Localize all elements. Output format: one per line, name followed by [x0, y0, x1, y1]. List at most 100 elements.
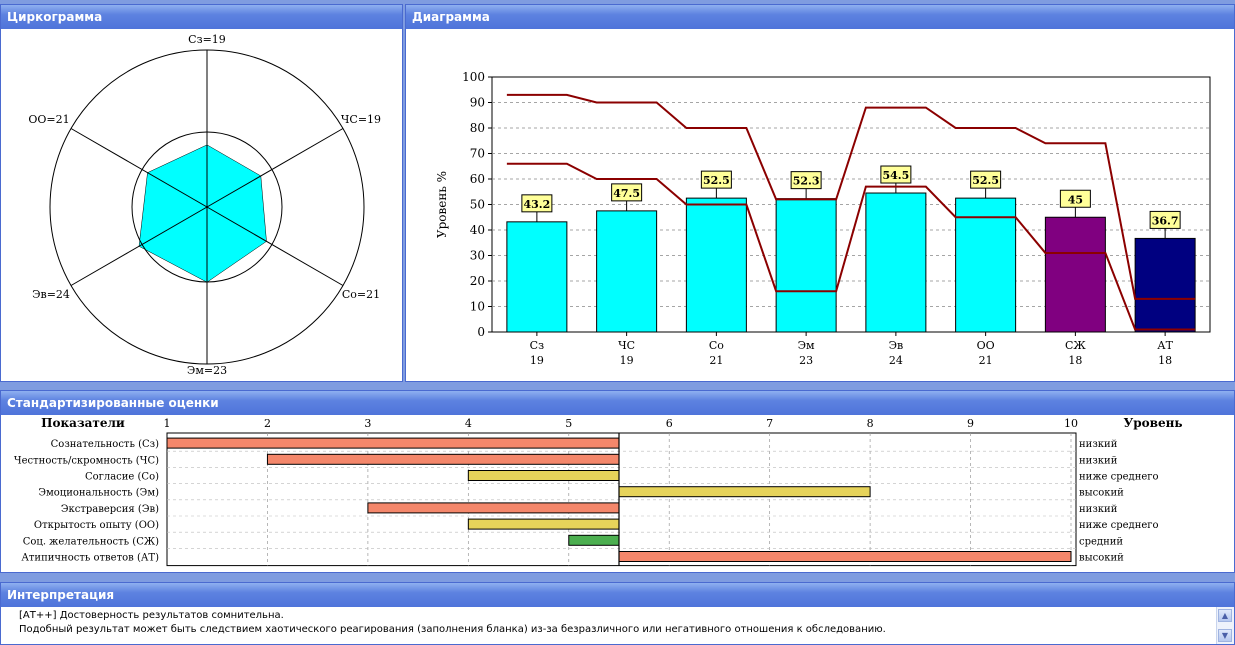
- x-raw-score: 19: [620, 354, 634, 367]
- score-bar: [618, 486, 871, 498]
- y-tick-label: 60: [470, 172, 485, 186]
- bar-chart: 0 10 20 30 40 50 60 70 80 90 100 Уровень % 43.2 Сз 19 4…: [435, 70, 1211, 367]
- x-category-label: Со: [709, 339, 724, 352]
- row-level: низкий: [1079, 439, 1118, 450]
- bar: [775, 198, 837, 333]
- score-bar: [568, 534, 620, 546]
- row-level: средний: [1079, 536, 1123, 547]
- value-label: 54.5: [882, 169, 909, 182]
- axis-label: Сз=19: [188, 33, 226, 46]
- axis-label: Со=21: [342, 288, 380, 301]
- std-panel: Стандартизированные оценки Показатели Уро…: [0, 390, 1235, 573]
- value-label: 45: [1068, 193, 1083, 206]
- scale-label: 2: [264, 417, 271, 430]
- value-label-box: [1149, 210, 1181, 229]
- bar: [506, 221, 568, 333]
- row-level: ниже среднего: [1079, 472, 1159, 483]
- y-tick-label: 90: [470, 96, 485, 110]
- interp-scrollbar[interactable]: ▲ ▼: [1216, 607, 1234, 644]
- y-tick-label: 0: [477, 325, 485, 339]
- x-category-label: Сз: [530, 339, 544, 352]
- x-raw-score: 21: [709, 354, 723, 367]
- axis-line: [70, 206, 208, 286]
- axis-line: [70, 128, 208, 208]
- score-bar: [367, 502, 620, 514]
- y-tick-label: 30: [470, 249, 485, 263]
- score-bar: [266, 453, 620, 465]
- scale-label: 9: [967, 417, 974, 430]
- value-label-box: [700, 170, 732, 189]
- interp-line-1: [АТ++] Достоверность результатов сомните…: [19, 610, 284, 621]
- value-label: 47.5: [613, 187, 640, 200]
- lower-norm-line: [506, 162, 1196, 331]
- score-bar: [618, 551, 1072, 562]
- interp-line-2: Подобный результат может быть следствием…: [19, 624, 886, 635]
- y-tick-label: 10: [470, 300, 485, 314]
- upper-norm-line: [506, 93, 1196, 300]
- value-label: 52.5: [972, 174, 999, 187]
- y-tick-label: 20: [470, 274, 485, 288]
- value-label-box: [880, 165, 912, 184]
- axis-line: [206, 206, 344, 286]
- scale-label: 5: [565, 417, 572, 430]
- interp-panel-title: Интерпретация: [1, 583, 1234, 607]
- bar: [1134, 237, 1196, 333]
- scale-label: 4: [465, 417, 472, 430]
- score-bar: [166, 437, 620, 449]
- std-panel-title: Стандартизированные оценки: [1, 391, 1234, 415]
- value-label-box: [611, 183, 643, 202]
- scroll-down-icon[interactable]: ▼: [1218, 629, 1232, 642]
- scale-label: 1: [164, 417, 171, 430]
- row-level: низкий: [1079, 455, 1118, 466]
- y-tick-label: 50: [470, 198, 485, 212]
- y-tick-label: 40: [470, 223, 485, 237]
- row-level: ниже среднего: [1079, 520, 1159, 531]
- x-category-label: СЖ: [1065, 339, 1086, 352]
- value-label: 43.2: [523, 198, 550, 211]
- bar: [596, 210, 658, 333]
- bar: [1044, 216, 1106, 333]
- y-tick-label: 80: [470, 121, 485, 135]
- x-raw-score: 18: [1158, 354, 1172, 367]
- value-label-box: [1059, 189, 1091, 208]
- interp-content[interactable]: [АТ++] Достоверность результатов сомните…: [1, 607, 1234, 644]
- circle-panel-content: Сз=19 ЧС=19 Со=21 Эм=23 Эв=24 ОО=21: [1, 29, 402, 381]
- value-label-box: [790, 171, 822, 190]
- row-level: высокий: [1079, 553, 1124, 564]
- scale-label: 8: [867, 417, 874, 430]
- row-level: низкий: [1079, 504, 1118, 515]
- x-category-label: АТ: [1157, 339, 1173, 352]
- std-plot-area: [166, 432, 1077, 567]
- x-raw-score: 18: [1068, 354, 1082, 367]
- score-bar: [467, 518, 620, 530]
- x-category-label: ОО: [977, 339, 995, 352]
- x-raw-score: 23: [799, 354, 813, 367]
- scroll-up-icon[interactable]: ▲: [1218, 609, 1232, 622]
- x-raw-score: 24: [889, 354, 903, 367]
- row-label: Открытость опыту (ОО): [34, 520, 159, 531]
- axis-label: Эв=24: [32, 288, 70, 301]
- profile-polygon: [138, 144, 267, 283]
- y-tick-label: 70: [470, 147, 485, 161]
- row-level: высокий: [1079, 488, 1124, 499]
- axis-label: ЧС=19: [341, 113, 381, 126]
- score-bar: [467, 470, 620, 481]
- axis-line: [206, 128, 344, 208]
- axis-label: Эм=23: [187, 364, 227, 377]
- scale-label: 7: [766, 417, 773, 430]
- row-label: Сознательность (Сз): [51, 439, 159, 450]
- interp-text: [АТ++] Достоверность результатов сомните…: [19, 609, 886, 637]
- bar: [865, 192, 927, 333]
- x-category-label: Эв: [889, 339, 904, 352]
- x-category-label: Эм: [798, 339, 815, 352]
- value-label-box: [970, 170, 1002, 189]
- value-label: 52.5: [703, 174, 730, 187]
- chart-panel-title: Диаграмма: [406, 5, 1234, 29]
- value-label: 36.7: [1152, 214, 1179, 227]
- x-raw-score: 21: [979, 354, 993, 367]
- interp-panel: Интерпретация [АТ++] Достоверность резул…: [0, 582, 1235, 645]
- scale-label: 10: [1064, 417, 1078, 430]
- std-panel-content: Показатели Уровень 1 2 3 4 5 6 7 8 9 10 Сознательнос…: [1, 415, 1234, 572]
- row-label: Соц. желательность (СЖ): [23, 536, 159, 547]
- row-label: Экстраверсия (Эв): [61, 504, 159, 515]
